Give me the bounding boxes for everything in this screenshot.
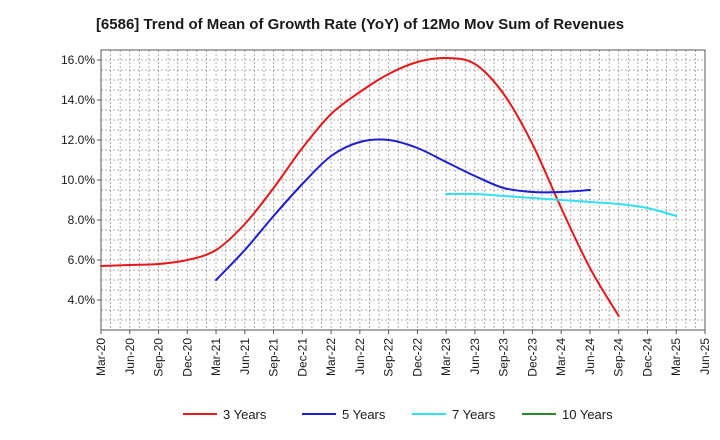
legend-label-3-years: 3 Years — [223, 407, 267, 422]
x-tick-label: Dec-22 — [410, 338, 424, 377]
x-tick-label: Sep-24 — [612, 338, 626, 377]
x-tick-label: Mar-23 — [439, 338, 453, 376]
x-tick-label: Mar-21 — [209, 338, 223, 376]
y-tick-label: 12.0% — [61, 133, 95, 147]
x-tick-label: Jun-25 — [698, 338, 712, 375]
x-tick-label: Jun-22 — [353, 338, 367, 375]
y-tick-label: 8.0% — [68, 213, 96, 227]
series-line-7-years — [445, 192, 678, 217]
x-tick-label: Mar-25 — [669, 338, 683, 376]
x-tick-label: Dec-21 — [295, 338, 309, 377]
y-tick-label: 14.0% — [61, 93, 95, 107]
x-tick-label: Sep-23 — [497, 338, 511, 377]
x-tick-label: Sep-21 — [267, 338, 281, 377]
x-tick-label: Jun-21 — [238, 338, 252, 375]
chart-title: [6586] Trend of Mean of Growth Rate (YoY… — [96, 16, 624, 33]
legend-label-5-years: 5 Years — [342, 407, 386, 422]
y-tick-label: 16.0% — [61, 53, 95, 67]
chart-grid — [101, 50, 705, 330]
series-line-5-years — [215, 138, 591, 281]
y-tick-label: 4.0% — [68, 293, 96, 307]
x-tick-label: Sep-20 — [152, 338, 166, 377]
x-tick-label: Mar-24 — [554, 338, 568, 376]
y-tick-label: 10.0% — [61, 173, 95, 187]
x-tick-label: Dec-24 — [640, 338, 654, 377]
x-tick-label: Dec-20 — [180, 338, 194, 377]
x-tick-label: Jun-23 — [468, 338, 482, 375]
x-tick-label: Jun-24 — [583, 338, 597, 375]
y-axis: 4.0% 6.0% 8.0% 10.0% 12.0% 14.0% 16.0% — [61, 53, 101, 307]
x-axis: Mar-20 Jun-20 Sep-20 Dec-20 Mar-21 Jun-21 Sep-… — [94, 330, 712, 377]
x-tick-label: Jun-20 — [123, 338, 137, 375]
x-tick-label: Mar-20 — [94, 338, 108, 376]
x-tick-label: Sep-22 — [382, 338, 396, 377]
x-tick-label: Dec-23 — [525, 338, 539, 377]
x-tick-label: Mar-22 — [324, 338, 338, 376]
legend: 3 Years 5 Years 7 Years 10 Years — [183, 407, 613, 422]
legend-label-10-years: 10 Years — [562, 407, 613, 422]
plot-area-frame — [100, 49, 706, 331]
y-tick-label: 6.0% — [68, 253, 96, 267]
series-line-3-years — [100, 56, 620, 317]
series-lines — [100, 56, 678, 317]
legend-label-7-years: 7 Years — [452, 407, 496, 422]
